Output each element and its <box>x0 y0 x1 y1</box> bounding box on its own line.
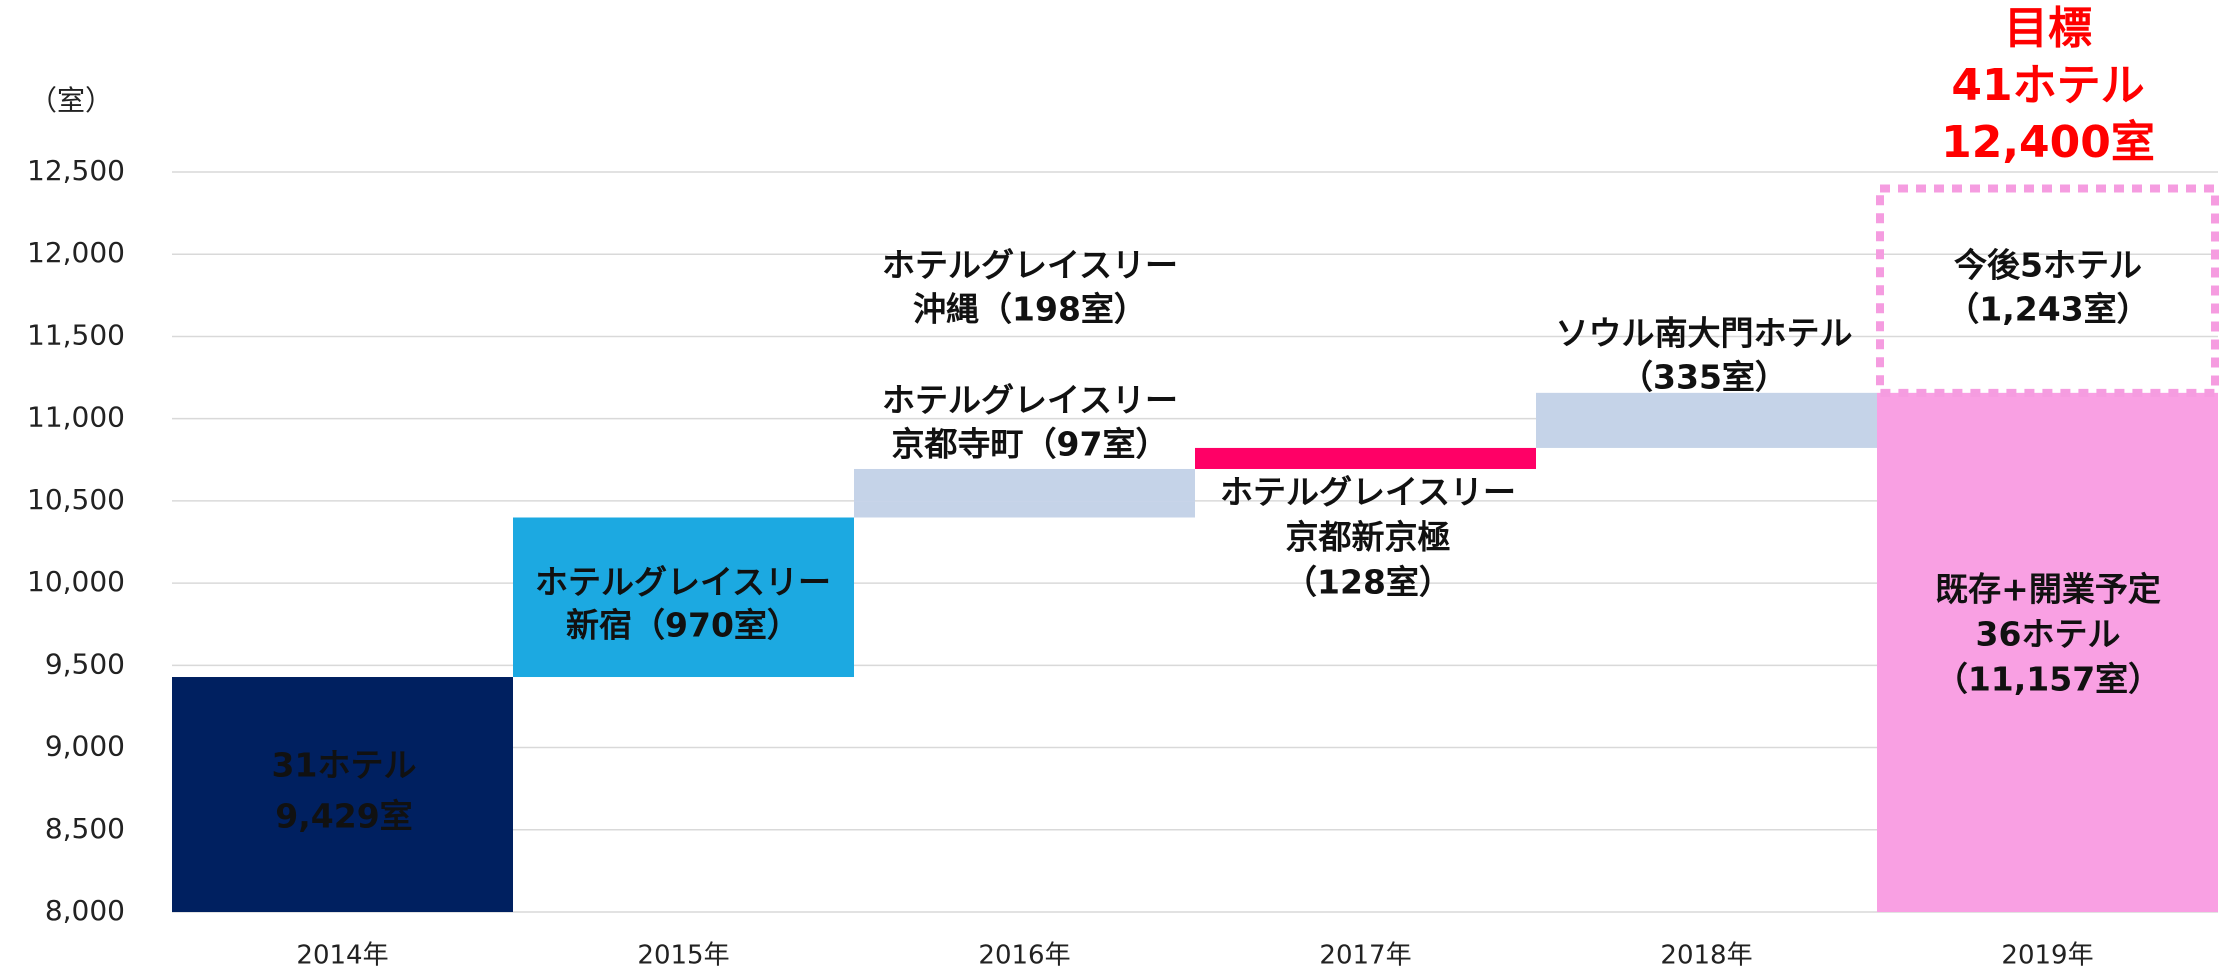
segment-label: 今後5ホテル <box>1954 246 2142 285</box>
segment-label: ホテルグレイスリー <box>1220 473 1516 512</box>
x-tick-label: 2017年 <box>1319 941 1411 971</box>
y-tick-label: 11,500 <box>27 318 125 351</box>
bar <box>1195 447 1536 469</box>
bar <box>854 501 1195 518</box>
x-tick-label: 2015年 <box>637 941 729 971</box>
y-tick-label: 8,000 <box>45 894 125 927</box>
y-tick-label: 12,000 <box>27 236 125 269</box>
bar <box>1536 392 1877 448</box>
segment-label: 31ホテル <box>272 746 417 785</box>
segment-label: （335室） <box>1620 358 1788 397</box>
segment-label: （1,243室） <box>1946 290 2149 329</box>
y-unit-label: （室） <box>29 84 113 117</box>
x-tick-label: 2018年 <box>1660 941 1752 971</box>
segment-label: 沖縄（198室） <box>913 290 1147 329</box>
bar <box>854 468 1195 502</box>
y-tick-label: 9,000 <box>45 730 125 763</box>
segment-label: （11,157室） <box>1935 660 2161 699</box>
bar <box>1877 392 2218 912</box>
y-tick-label: 10,000 <box>27 565 125 598</box>
segment-label: ソウル南大門ホテル <box>1556 314 1853 353</box>
bar-dashed <box>1876 184 2219 397</box>
target-label: 41ホテル <box>1951 60 2144 111</box>
bar <box>513 517 854 678</box>
y-tick-label: 11,000 <box>27 401 125 434</box>
segment-label: 36ホテル <box>1976 615 2121 654</box>
segment-label: 京都寺町（97室） <box>892 425 1169 464</box>
segment-label: （128室） <box>1284 563 1452 602</box>
segment-label: ホテルグレイスリー <box>535 563 831 602</box>
x-tick-label: 2016年 <box>978 941 1070 971</box>
bar <box>172 677 513 912</box>
segment-label: 新宿（970室） <box>566 606 800 645</box>
x-tick-label: 2014年 <box>296 941 388 971</box>
y-tick-label: 10,500 <box>27 483 125 516</box>
segment-label: 既存+開業予定 <box>1935 570 2161 609</box>
segment-label: ホテルグレイスリー <box>882 381 1178 420</box>
y-tick-label: 8,500 <box>45 812 125 845</box>
target-label: 目標 <box>2004 3 2092 54</box>
segment-label: 9,429室 <box>275 797 412 836</box>
segment-label: ホテルグレイスリー <box>882 246 1178 285</box>
segment-label: 京都新京極 <box>1286 518 1451 557</box>
target-label: 12,400室 <box>1941 117 2155 168</box>
y-tick-label: 12,500 <box>27 154 125 187</box>
y-tick-label: 9,500 <box>45 647 125 680</box>
x-tick-label: 2019年 <box>2001 941 2093 971</box>
